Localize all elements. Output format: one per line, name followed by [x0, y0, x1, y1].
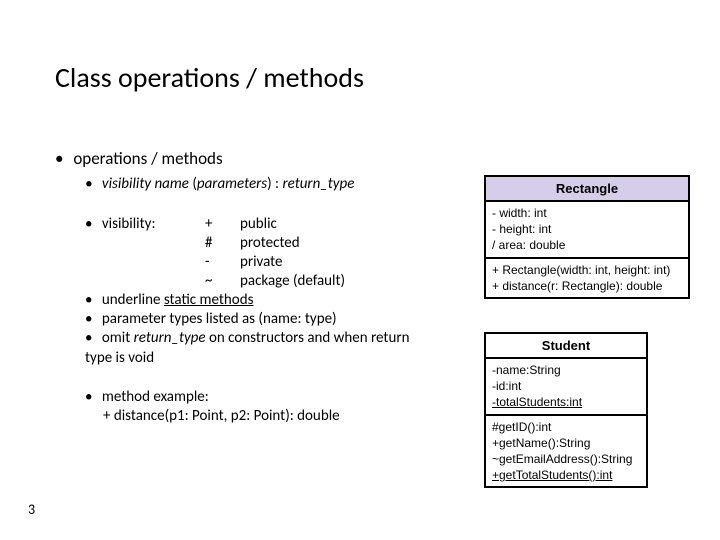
rect-method-1: + Rectangle(width: int, height: int): [492, 262, 682, 278]
uml-student: Student -name:String -id:int -totalStude…: [484, 332, 648, 488]
stud-method-2: +getName():String: [492, 435, 640, 451]
page-number: 3: [28, 501, 35, 518]
example-line-text: + distance(p1: Point, p2: Point): double: [103, 407, 340, 425]
rect-attr-1: - width: int: [492, 205, 682, 221]
bullet-signature: visibility name (parameters) : return_ty…: [85, 175, 354, 193]
uml-rectangle-attrs: - width: int - height: int / area: doubl…: [486, 202, 688, 259]
sig-rest: ) :: [267, 175, 282, 193]
bullet-example-line: + distance(p1: Point, p2: Point): double: [103, 407, 340, 425]
uml-student-methods: #getID():int +getName():String ~getEmail…: [486, 416, 646, 487]
uml-student-header: Student: [486, 334, 646, 359]
stud-attr-2: -id:int: [492, 378, 640, 394]
stud-method-3: ~getEmailAddress():String: [492, 451, 640, 467]
stud-method-4: +getTotalStudents():int: [492, 467, 640, 483]
sym-hash-label: protected: [240, 234, 300, 252]
bullet-text: operations / methods: [73, 148, 222, 169]
omit-pre: omit: [102, 329, 134, 347]
bullet-underline: underline static methods: [85, 291, 253, 309]
underline-pre: underline: [102, 291, 164, 309]
sym-tilde: ~: [205, 272, 212, 290]
uml-rectangle-methods: + Rectangle(width: int, height: int) + d…: [486, 259, 688, 297]
bullet-omit: omit return_type on constructors and whe…: [85, 329, 435, 368]
example-label: method example:: [102, 388, 209, 406]
sym-minus-label: private: [240, 253, 282, 271]
uml-student-attrs: -name:String -id:int -totalStudents:int: [486, 359, 646, 416]
sym-tilde-label: package (default): [240, 272, 345, 290]
omit-ital: return_type: [134, 329, 206, 347]
uml-rectangle: Rectangle - width: int - height: int / a…: [484, 175, 690, 299]
sym-hash: #: [205, 234, 212, 252]
sig-return: return_type: [282, 175, 354, 193]
rect-method-2: + distance(r: Rectangle): double: [492, 278, 682, 294]
bullet-example: method example:: [85, 388, 209, 406]
stud-attr-3: -totalStudents:int: [492, 394, 640, 410]
visibility-label: visibility:: [102, 215, 156, 233]
rect-attr-3: / area: double: [492, 237, 682, 253]
rect-attr-2: - height: int: [492, 221, 682, 237]
sym-plus: +: [205, 215, 212, 233]
bullet-visibility: visibility:: [85, 215, 155, 233]
stud-method-1: #getID():int: [492, 419, 640, 435]
sig-params: parameters: [197, 175, 267, 193]
stud-attr-1: -name:String: [492, 362, 640, 378]
sym-plus-label: public: [240, 215, 277, 233]
paramtypes-text: parameter types listed as (name: type): [102, 310, 337, 328]
page-title: Class operations / methods: [55, 60, 364, 95]
underline-text: static methods: [164, 291, 254, 309]
uml-rectangle-header: Rectangle: [486, 177, 688, 202]
bullet-operations: operations / methods: [55, 148, 223, 169]
sig-prefix: visibility name: [102, 175, 192, 193]
bullet-paramtypes: parameter types listed as (name: type): [85, 310, 337, 328]
sym-minus: -: [205, 253, 210, 271]
